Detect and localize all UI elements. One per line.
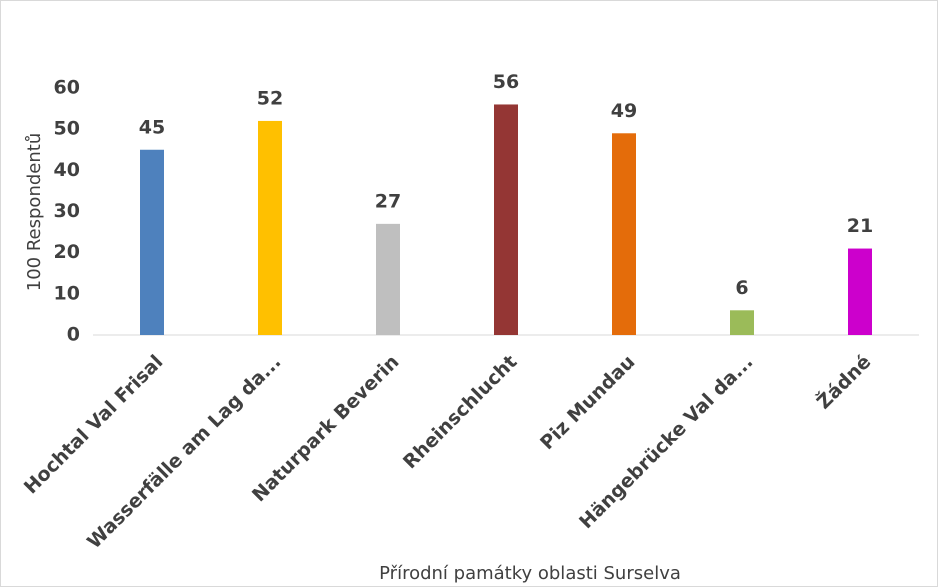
bar [612,133,636,335]
bar [376,223,400,335]
x-axis-label: Přírodní památky oblasti Surselva [379,563,681,584]
y-tick-label: 60 [54,77,80,99]
data-label: 27 [375,190,401,212]
data-label: 52 [257,87,283,109]
data-label: 6 [735,277,748,299]
bar [494,104,518,335]
bar [730,310,754,335]
y-tick-label: 10 [54,282,80,304]
y-tick-label: 40 [54,159,80,181]
y-tick-label: 50 [54,118,80,140]
bar [848,248,872,335]
data-label: 56 [493,71,519,93]
data-label: 45 [139,116,165,138]
y-tick-label: 20 [54,241,80,263]
data-label: 49 [611,100,637,122]
bar [258,120,282,335]
data-label: 21 [847,215,873,237]
bar [140,149,164,335]
y-tick-label: 0 [67,324,80,346]
y-tick-label: 30 [54,200,80,222]
y-axis-label: 100 Respondentů [24,133,45,291]
